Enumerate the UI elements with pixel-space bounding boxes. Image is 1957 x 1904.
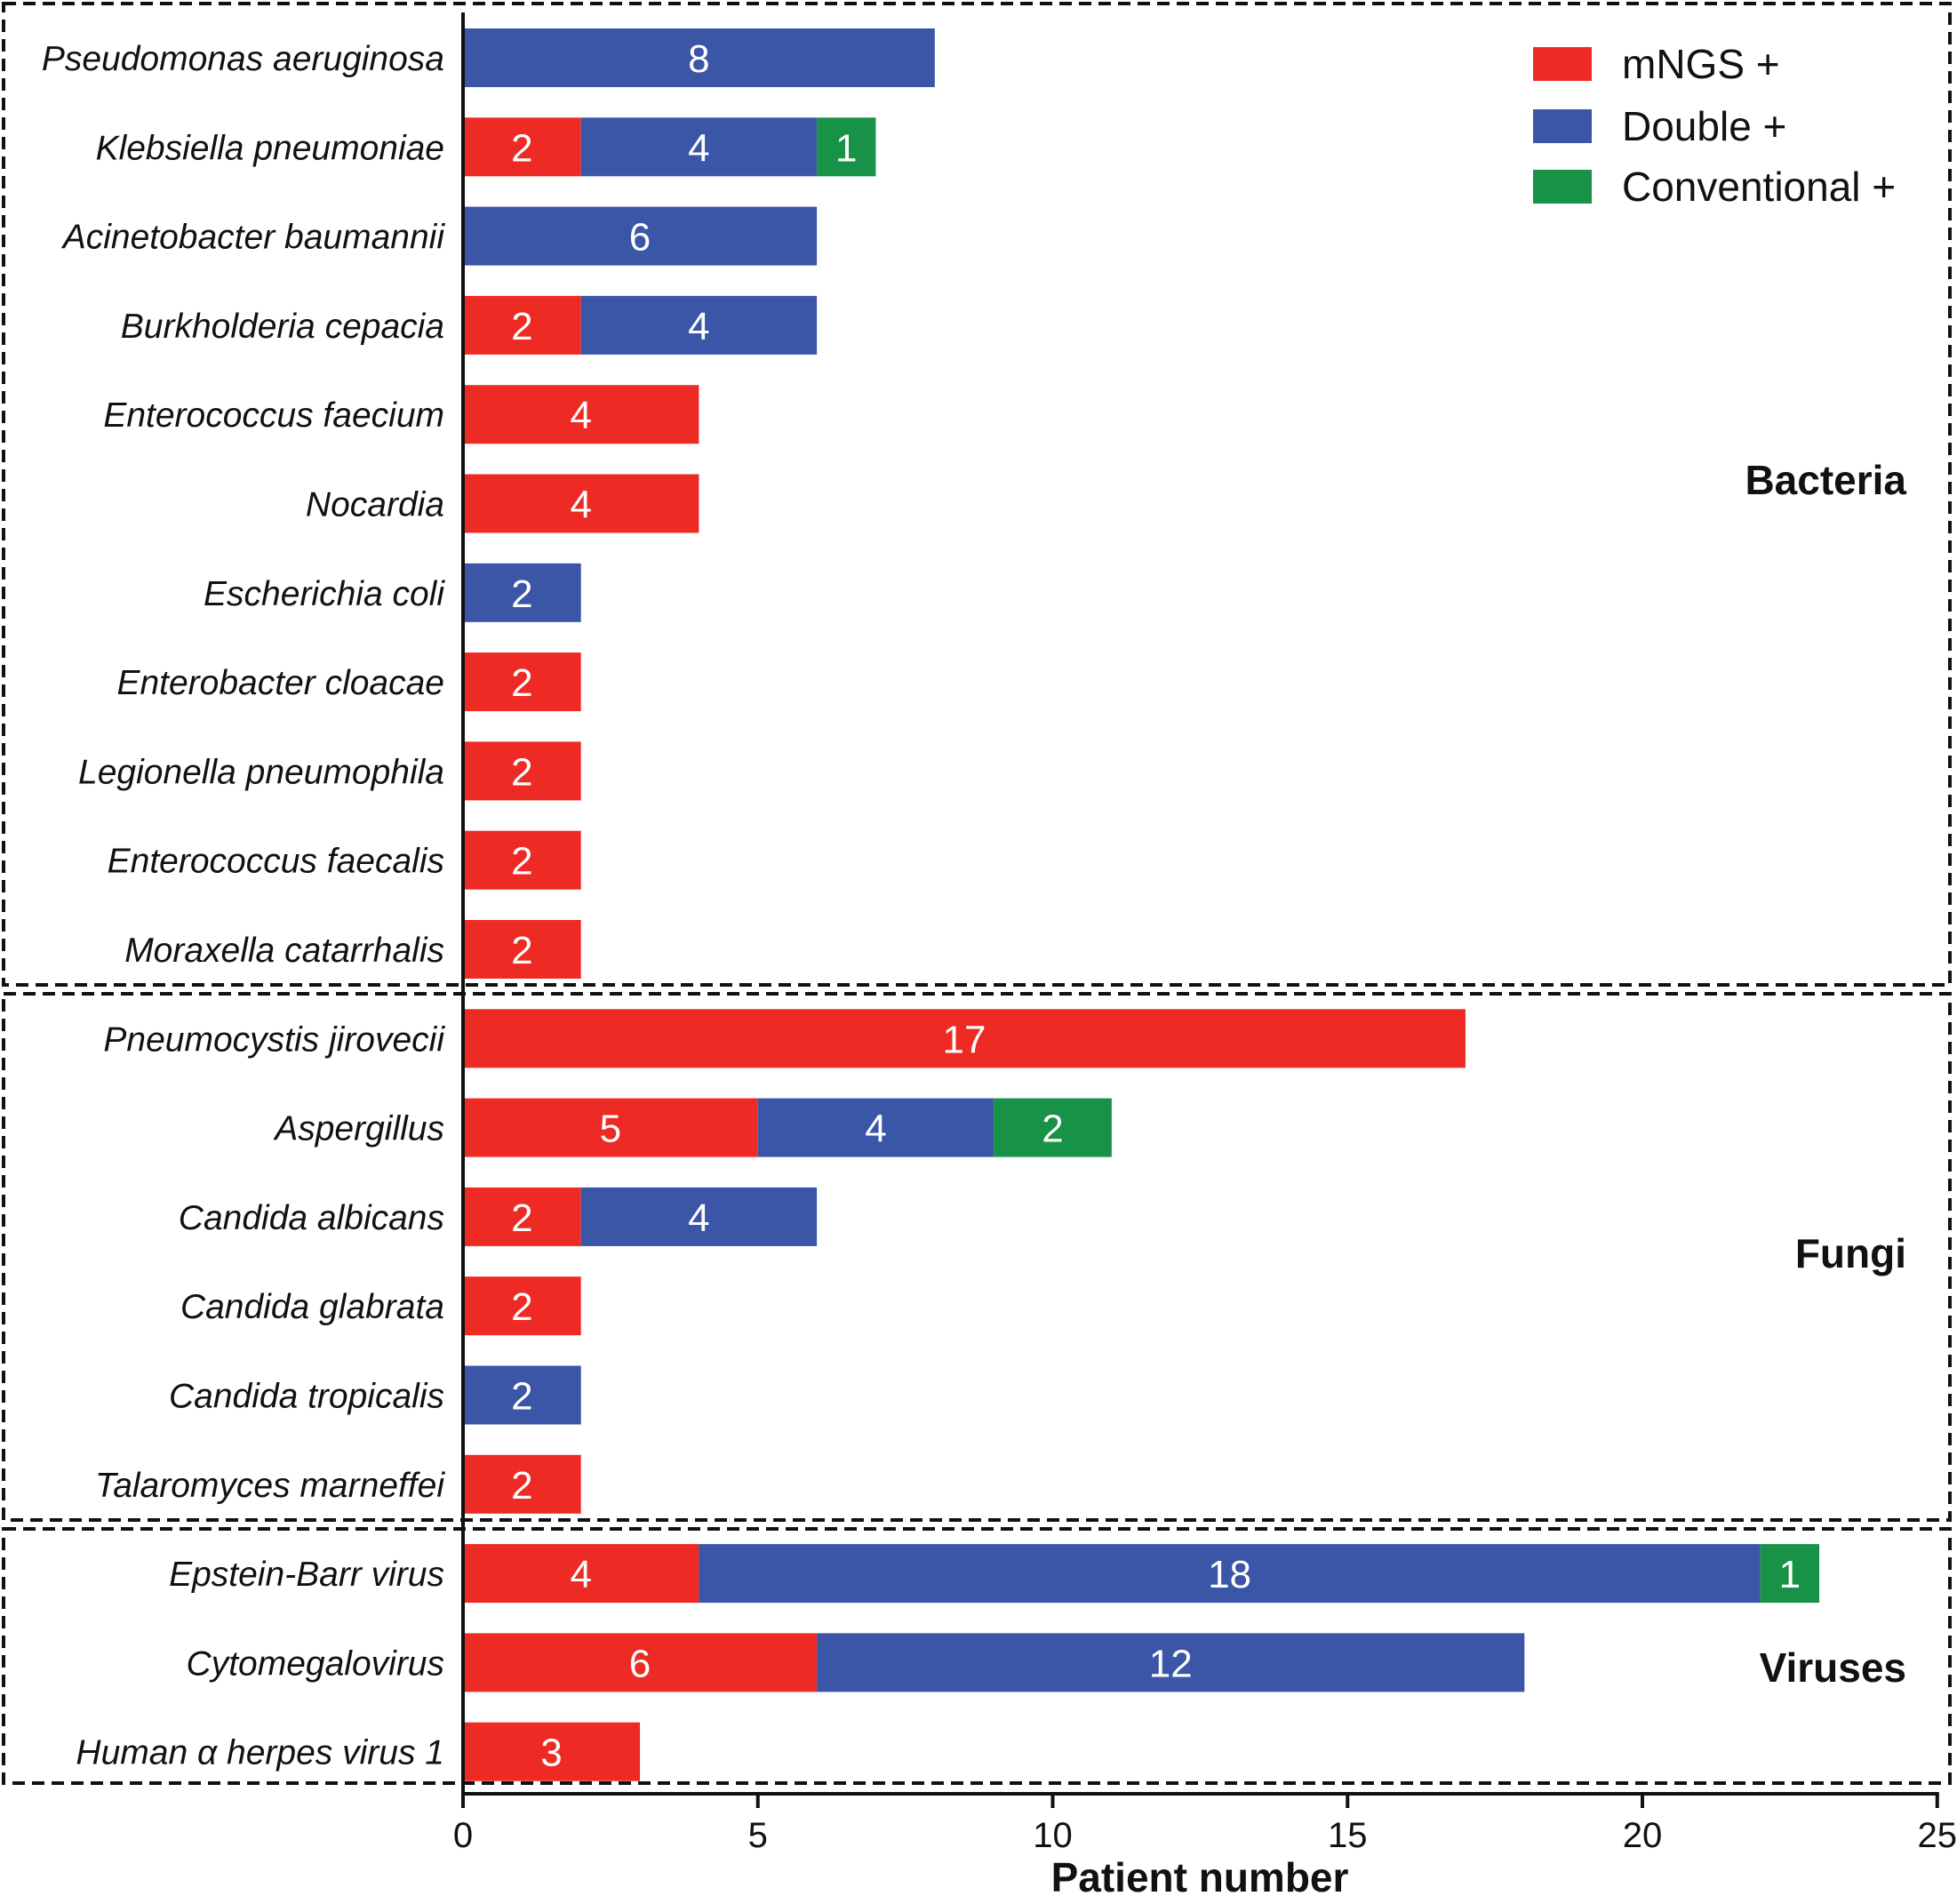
category-label: Escherichia coli <box>204 575 445 613</box>
bar-segment <box>463 563 581 622</box>
category-label: Pneumocystis jirovecii <box>103 1020 445 1059</box>
bar-segment <box>463 474 699 533</box>
bar-value-label: 4 <box>570 1553 591 1596</box>
bar-value-label: 3 <box>540 1732 562 1775</box>
bar-segment <box>463 1276 581 1336</box>
bar-segment <box>463 1633 818 1692</box>
bar-segment <box>463 741 581 801</box>
bar-value-label: 2 <box>1042 1108 1063 1151</box>
legend-label: Conventional + <box>1622 164 1896 210</box>
category-label: Cytomegalovirus <box>187 1644 444 1683</box>
bar-segment <box>463 1187 581 1246</box>
bar-value-label: 5 <box>600 1108 621 1151</box>
bar-value-label: 18 <box>1208 1553 1251 1596</box>
bar-segment <box>817 117 876 177</box>
category-label: Burkholderia cepacia <box>121 308 444 346</box>
category-label: Enterococcus faecium <box>103 396 444 435</box>
legend-swatch <box>1533 47 1592 81</box>
category-label: Klebsiella pneumoniae <box>96 129 444 167</box>
bar-value-label: 1 <box>1779 1553 1801 1596</box>
bar-value-label: 8 <box>688 37 709 81</box>
bar-segment <box>463 385 699 444</box>
bar-value-label: 4 <box>865 1108 886 1151</box>
bar-value-label: 2 <box>511 1464 532 1508</box>
legend-label: mNGS + <box>1622 41 1780 87</box>
category-label: Acinetobacter baumannii <box>61 219 446 257</box>
bar-value-label: 1 <box>835 126 857 170</box>
bar-segment <box>994 1098 1112 1157</box>
bar-value-label: 2 <box>511 661 532 705</box>
legend-swatch <box>1533 170 1592 204</box>
bar-value-label: 12 <box>1149 1642 1193 1685</box>
bar-segment <box>463 1009 1466 1068</box>
bar-segment <box>463 1722 641 1781</box>
category-label: Pseudomonas aeruginosa <box>42 40 444 78</box>
bar-value-label: 6 <box>629 1642 651 1685</box>
bar-segment <box>463 295 581 355</box>
bar-segment <box>817 1633 1525 1692</box>
bar-segment <box>463 1454 581 1514</box>
bar-segment <box>1760 1544 1820 1604</box>
bar-value-label: 2 <box>511 126 532 170</box>
category-label: Legionella pneumophila <box>78 753 444 791</box>
bar-value-label: 4 <box>688 126 709 170</box>
bar-value-label: 4 <box>570 484 591 527</box>
group-label-bacteria: Bacteria <box>1745 457 1906 503</box>
bar-value-label: 4 <box>688 1196 709 1240</box>
category-label: Candida albicans <box>179 1199 444 1237</box>
category-label: Candida glabrata <box>180 1288 444 1326</box>
category-label: Aspergillus <box>273 1110 444 1148</box>
bar-segment <box>580 117 818 177</box>
category-label: Enterococcus faecalis <box>108 843 444 881</box>
category-label: Moraxella catarrhalis <box>124 932 444 970</box>
category-label: Epstein-Barr virus <box>169 1556 444 1594</box>
x-tick-label: 5 <box>748 1816 768 1855</box>
bar-value-label: 2 <box>511 305 532 348</box>
bar-segment <box>463 652 581 712</box>
bar-segment <box>699 1544 1761 1604</box>
bar-segment <box>463 1098 758 1157</box>
bar-value-label: 4 <box>688 305 709 348</box>
bar-segment <box>463 117 581 177</box>
bar-segment <box>463 830 581 890</box>
bar-value-label: 17 <box>942 1018 986 1061</box>
bar-value-label: 6 <box>629 216 651 260</box>
category-label: Nocardia <box>306 486 444 524</box>
x-tick-label: 20 <box>1623 1816 1663 1855</box>
bar-segment <box>757 1098 994 1157</box>
bar-value-label: 2 <box>511 572 532 616</box>
bar-value-label: 2 <box>511 1375 532 1419</box>
x-tick-label: 10 <box>1033 1816 1073 1855</box>
bar-segment <box>463 920 581 979</box>
bar-value-label: 2 <box>511 1285 532 1329</box>
bar-value-label: 2 <box>511 1196 532 1240</box>
bar-segment <box>463 1544 699 1604</box>
x-tick-label: 25 <box>1918 1816 1957 1855</box>
bar-value-label: 2 <box>511 840 532 884</box>
group-label-viruses: Viruses <box>1760 1644 1906 1691</box>
category-label: Human α herpes virus 1 <box>76 1734 444 1772</box>
bar-value-label: 2 <box>511 750 532 794</box>
x-tick-label: 0 <box>453 1816 473 1855</box>
bar-value-label: 2 <box>511 929 532 972</box>
bar-segment <box>580 295 818 355</box>
group-label-fungi: Fungi <box>1795 1230 1906 1276</box>
group-box-bacteria <box>2 2 1952 987</box>
x-tick-label: 15 <box>1328 1816 1368 1855</box>
category-label: Talaromyces marneffei <box>95 1467 445 1505</box>
category-label: Enterobacter cloacae <box>116 664 444 702</box>
legend-swatch <box>1533 109 1592 143</box>
group-box-viruses <box>2 1527 1952 1785</box>
bar-segment <box>463 206 818 266</box>
bar-segment <box>463 1365 581 1425</box>
legend-label: Double + <box>1622 103 1786 149</box>
bar-value-label: 4 <box>570 394 591 437</box>
group-box-fungi <box>2 992 1952 1522</box>
x-axis-title: Patient number <box>1051 1854 1349 1900</box>
bar-segment <box>463 28 935 87</box>
category-label: Candida tropicalis <box>169 1378 444 1416</box>
bar-segment <box>580 1187 818 1246</box>
